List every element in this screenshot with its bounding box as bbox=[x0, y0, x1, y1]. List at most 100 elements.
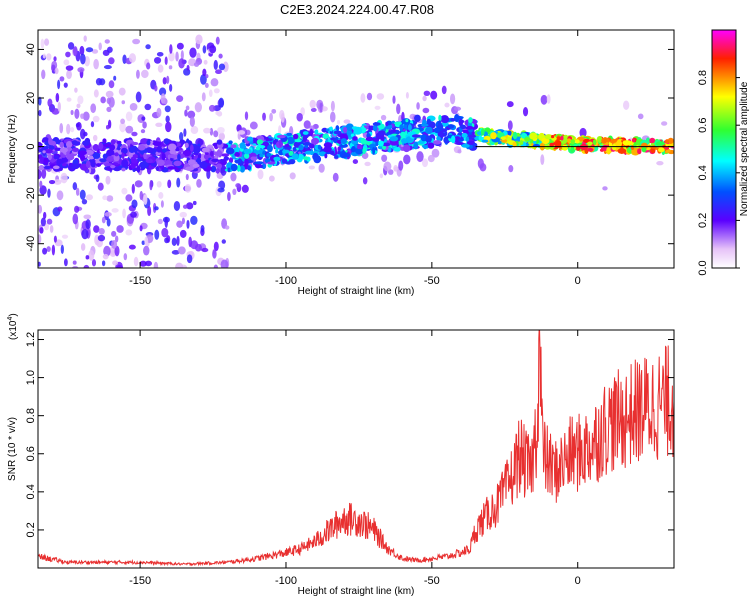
heatmap-cell bbox=[46, 246, 51, 252]
heatmap-cell bbox=[186, 202, 194, 210]
heatmap-cell bbox=[55, 92, 60, 103]
heatmap-cell bbox=[399, 123, 404, 132]
heatmap-cell bbox=[383, 161, 392, 172]
heatmap-cell bbox=[378, 140, 384, 147]
heatmap-cell bbox=[128, 244, 136, 250]
heatmap-cell bbox=[254, 161, 264, 165]
heatmap-cell bbox=[302, 142, 312, 146]
heatmap-cell bbox=[544, 134, 553, 140]
heatmap-cell bbox=[92, 134, 98, 142]
heatmap-cell bbox=[199, 161, 208, 169]
heatmap-cell bbox=[43, 157, 49, 165]
heatmap-cell bbox=[164, 217, 168, 228]
heatmap-cell bbox=[182, 204, 188, 209]
heatmap-cell bbox=[211, 158, 219, 163]
heatmap-cell bbox=[105, 90, 114, 98]
heatmap-cell bbox=[623, 100, 630, 110]
heatmap-cell bbox=[228, 157, 234, 164]
heatmap-cell bbox=[139, 190, 144, 201]
heatmap-cell bbox=[562, 144, 568, 151]
heatmap-cell bbox=[131, 199, 138, 209]
heatmap-cell bbox=[38, 204, 43, 214]
heatmap-cell bbox=[92, 152, 101, 159]
heatmap-cell bbox=[175, 51, 179, 62]
heatmap-cell bbox=[190, 125, 199, 135]
heatmap-cell bbox=[398, 160, 404, 171]
heatmap-cell bbox=[154, 206, 159, 211]
snr-x-label: Height of straight line (km) bbox=[298, 586, 415, 597]
heatmap-cell bbox=[85, 160, 91, 169]
heatmap-cell bbox=[132, 154, 139, 159]
heatmap-cell bbox=[160, 200, 164, 208]
heatmap-y-label: Frequency (Hz) bbox=[7, 115, 18, 184]
heatmap-cell bbox=[664, 146, 670, 150]
heatmap-cell bbox=[360, 137, 366, 144]
heatmap-cell bbox=[218, 132, 226, 141]
heatmap-cell bbox=[79, 189, 86, 200]
x-tick-label: -150 bbox=[129, 575, 151, 587]
heatmap-cell bbox=[570, 138, 575, 145]
heatmap-cell bbox=[132, 38, 141, 45]
heatmap-cell bbox=[257, 169, 264, 180]
heatmap-cell bbox=[173, 160, 182, 167]
heatmap-cell bbox=[304, 150, 314, 155]
heatmap-cell bbox=[142, 121, 147, 129]
heatmap-cell bbox=[98, 227, 105, 235]
heatmap-cell bbox=[230, 144, 237, 149]
heatmap-cell bbox=[220, 153, 230, 157]
heatmap-cell bbox=[98, 142, 104, 150]
heatmap-cell bbox=[176, 235, 180, 246]
heatmap-cell bbox=[500, 136, 506, 141]
heatmap-cell bbox=[318, 163, 325, 173]
heatmap-cell bbox=[451, 135, 456, 144]
heatmap-cell bbox=[353, 126, 363, 135]
heatmap-cell bbox=[79, 154, 85, 162]
heatmap-cell bbox=[450, 117, 456, 122]
heatmap-cell bbox=[185, 166, 194, 171]
heatmap-cell bbox=[431, 148, 440, 158]
heatmap-cell bbox=[324, 153, 328, 159]
heatmap-cell bbox=[273, 156, 281, 162]
heatmap-cell bbox=[507, 120, 513, 131]
heatmap-cell bbox=[332, 172, 339, 182]
heatmap-cell bbox=[414, 114, 421, 122]
heatmap-cell bbox=[141, 69, 149, 79]
heatmap-cell bbox=[220, 165, 227, 176]
heatmap-cell bbox=[136, 165, 141, 173]
heatmap-cell bbox=[372, 137, 380, 142]
heatmap-cell bbox=[38, 96, 42, 106]
heatmap-cell bbox=[176, 177, 181, 188]
snr-x-ticks: -150 -100 -50 0 bbox=[129, 330, 581, 587]
heatmap-cell bbox=[266, 144, 273, 153]
heatmap-cell bbox=[110, 165, 116, 169]
y-tick-label: 20 bbox=[25, 92, 37, 104]
heatmap-cell bbox=[661, 121, 668, 126]
heatmap-cell bbox=[205, 74, 209, 79]
heatmap-cell bbox=[139, 225, 143, 232]
heatmap-cell bbox=[365, 136, 374, 142]
heatmap-cell bbox=[128, 146, 136, 154]
heatmap-cell bbox=[77, 95, 84, 105]
heatmap-cell bbox=[339, 143, 348, 148]
heatmap-cell bbox=[350, 146, 356, 153]
heatmap-cell bbox=[53, 56, 57, 62]
heatmap-cell bbox=[95, 159, 99, 164]
colorbar-label: Normalized spectral amplitude bbox=[739, 81, 750, 216]
heatmap-cell bbox=[218, 97, 225, 108]
heatmap-cell bbox=[425, 135, 432, 143]
heatmap-cell bbox=[587, 147, 594, 152]
heatmap-cell bbox=[66, 123, 71, 135]
heatmap-cell bbox=[57, 79, 61, 90]
heatmap-cell bbox=[405, 92, 409, 99]
heatmap-cell bbox=[227, 191, 231, 202]
heatmap-cell bbox=[325, 128, 330, 132]
x-tick-label: 0 bbox=[575, 575, 581, 587]
heatmap-cell bbox=[449, 93, 456, 105]
heatmap-cell bbox=[382, 142, 391, 147]
heatmap-cell bbox=[47, 188, 51, 198]
heatmap-cell bbox=[266, 152, 272, 157]
heatmap-cell bbox=[158, 87, 167, 97]
heatmap-cell bbox=[110, 139, 116, 145]
heatmap-cell bbox=[125, 125, 134, 134]
heatmap-cell bbox=[84, 55, 90, 67]
